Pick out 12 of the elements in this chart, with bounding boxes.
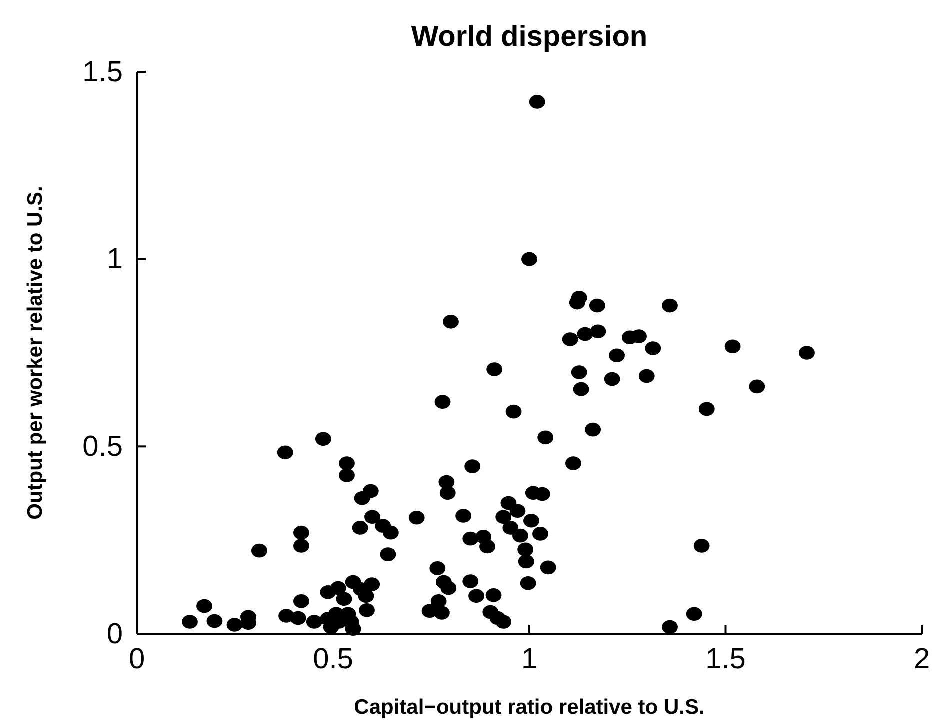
x-tick-label: 0.5	[313, 644, 354, 676]
x-axis-title: Capital−output ratio relative to U.S.	[354, 696, 705, 719]
y-tick-label: 1.5	[82, 56, 123, 88]
y-tick-label: 0.5	[82, 430, 123, 463]
x-tick-label: 2	[914, 644, 930, 676]
y-tick-label: 0	[106, 618, 123, 650]
chart-title: World dispersion	[411, 21, 648, 53]
x-tick-label: 0	[128, 644, 146, 676]
x-tick-label: 1	[521, 644, 538, 676]
y-axis-title: Output per worker relative to U.S.	[24, 186, 47, 520]
y-tick-label: 1	[106, 244, 123, 276]
x-tick-label: 1.5	[706, 644, 746, 676]
